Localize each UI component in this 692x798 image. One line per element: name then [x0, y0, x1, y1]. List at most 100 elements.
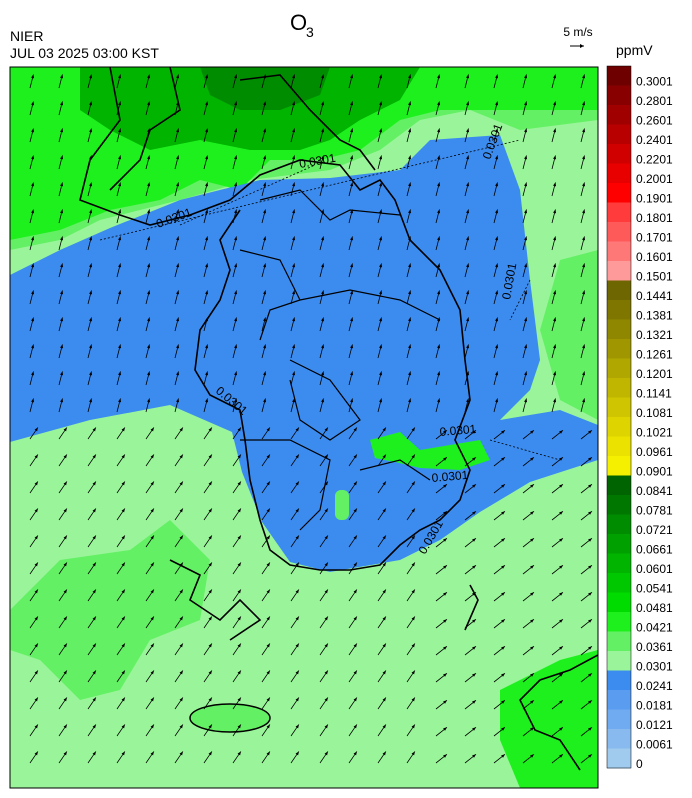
colorbar-label: 0.2601: [636, 114, 673, 128]
wind-arrow: [290, 697, 300, 710]
wind-arrow-head: [266, 562, 270, 567]
wind-arrow-head: [437, 263, 441, 268]
wind-arrow-head: [324, 481, 328, 486]
wind-arrow: [116, 263, 122, 278]
wind-arrow: [493, 618, 506, 629]
wind-arrow-head: [524, 155, 528, 160]
wind-arrow: [203, 155, 209, 170]
wind-arrow-head: [382, 724, 386, 729]
wind-arrow-head: [89, 182, 93, 187]
wind-arrow-head: [582, 209, 586, 214]
wind-arrow-head: [411, 724, 415, 729]
wind-arrow: [203, 724, 213, 737]
wind-arrow: [174, 670, 184, 683]
wind-arrow: [290, 562, 300, 575]
wind-arrow-head: [179, 643, 183, 648]
wind-arrow: [522, 429, 535, 440]
wind-arrow: [145, 317, 151, 332]
wind-arrow: [29, 616, 39, 629]
wind-arrow: [29, 670, 39, 683]
wind-arrow: [580, 672, 593, 683]
wind-arrow-head: [179, 751, 183, 756]
wind-arrow-head: [118, 155, 122, 160]
wind-arrow: [522, 263, 528, 278]
wind-arrow: [29, 697, 39, 710]
wind-arrow-head: [266, 427, 270, 432]
wind-arrow-head: [295, 562, 299, 567]
wind-arrow-head: [437, 209, 441, 214]
wind-arrow: [435, 483, 448, 494]
wind-arrow: [116, 616, 126, 629]
wind-arrow: [435, 672, 448, 683]
wind-arrow-head: [176, 128, 180, 133]
wind-arrow: [377, 398, 383, 413]
wind-arrow-head: [63, 481, 67, 486]
wind-arrow-head: [321, 371, 325, 376]
wind-arrow-head: [31, 236, 35, 241]
wind-arrow: [435, 101, 441, 116]
wind-arrow-head: [295, 643, 299, 648]
wind-arrow: [261, 427, 271, 440]
wind-arrow-head: [559, 430, 563, 434]
wind-arrow-head: [150, 454, 154, 459]
wind-arrow-head: [34, 670, 38, 675]
wind-arrow-head: [524, 398, 528, 403]
wind-arrow-head: [60, 209, 64, 214]
wind-arrow: [348, 344, 354, 359]
wind-arrow-head: [295, 697, 299, 702]
wind-arrow-head: [150, 643, 154, 648]
wind-arrow-head: [530, 484, 534, 488]
wind-arrow-head: [582, 182, 586, 187]
wind-arrow: [232, 724, 242, 737]
wind-arrow: [203, 74, 209, 89]
wind-arrow: [551, 101, 557, 116]
contour-label: 0.0301: [431, 468, 469, 485]
wind-arrow: [464, 155, 470, 170]
wind-arrow: [319, 344, 325, 359]
wind-arrow-head: [588, 565, 592, 569]
wind-arrow-head: [266, 535, 270, 540]
wind-arrow-head: [321, 74, 325, 79]
wind-arrow: [203, 236, 209, 251]
wind-arrow-head: [379, 290, 383, 295]
wind-arrow-head: [466, 371, 470, 376]
wind-arrow: [319, 427, 329, 440]
colorbar-label: 0.1081: [636, 406, 673, 420]
wind-arrow: [261, 643, 271, 656]
wind-arrow-head: [588, 538, 592, 542]
wind-arrow-head: [443, 457, 447, 461]
wind-arrow: [435, 398, 441, 413]
wind-arrow: [493, 672, 506, 683]
wind-arrow-head: [408, 263, 412, 268]
wind-arrow: [551, 317, 557, 332]
wind-arrow-head: [353, 427, 357, 432]
wind-arrow: [493, 317, 499, 332]
wind-arrow: [377, 427, 387, 440]
wind-arrow-head: [582, 371, 586, 376]
wind-arrow-head: [31, 344, 35, 349]
wind-arrow-head: [472, 727, 476, 731]
wind-arrow-head: [379, 182, 383, 187]
wind-arrow: [290, 209, 296, 224]
wind-arrow: [493, 263, 499, 278]
wind-arrow-head: [501, 592, 505, 596]
wind-arrow: [116, 562, 126, 575]
wind-arrow: [87, 209, 93, 224]
wind-arrow: [203, 616, 213, 629]
wind-arrow-head: [501, 430, 505, 434]
wind-arrow-head: [321, 290, 325, 295]
wind-arrow: [580, 645, 593, 656]
wind-arrow-head: [530, 538, 534, 542]
wind-arrow: [174, 128, 180, 143]
wind-arrow: [116, 454, 126, 467]
wind-arrow: [203, 535, 213, 548]
wind-arrow-head: [292, 371, 296, 376]
wind-arrow-head: [179, 535, 183, 540]
wind-arrow: [290, 371, 296, 386]
wind-arrow: [348, 535, 358, 548]
wind-arrow-head: [559, 673, 563, 677]
wind-arrow: [348, 371, 354, 386]
wind-arrow-head: [34, 751, 38, 756]
wind-arrow: [522, 672, 535, 683]
coastline: [79, 67, 471, 571]
